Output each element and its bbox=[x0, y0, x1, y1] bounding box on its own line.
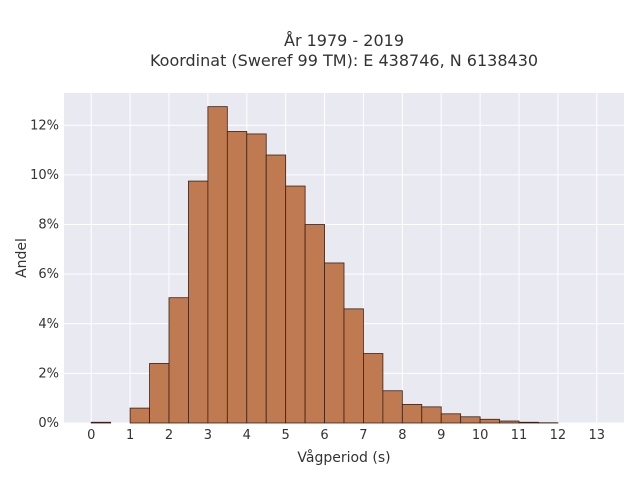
x-tick-label-5: 5 bbox=[282, 428, 290, 443]
y-tick-label-5: 10% bbox=[30, 168, 59, 183]
chart-title-line2: Koordinat (Sweref 99 TM): E 438746, N 61… bbox=[150, 51, 538, 70]
bar-16 bbox=[421, 406, 442, 424]
x-tick-label-8: 8 bbox=[398, 428, 406, 443]
bar-7 bbox=[246, 133, 267, 424]
bar-21 bbox=[518, 421, 539, 424]
bar-11 bbox=[324, 262, 345, 424]
x-tick-label-0: 0 bbox=[87, 428, 95, 443]
bar-6 bbox=[226, 131, 248, 424]
x-tick-label-10: 10 bbox=[472, 428, 489, 443]
bar-4 bbox=[188, 180, 209, 424]
bar-1 bbox=[129, 407, 150, 424]
bar-5 bbox=[207, 106, 228, 424]
bar-12 bbox=[343, 308, 364, 424]
bar-20 bbox=[499, 420, 520, 424]
bar-0 bbox=[90, 421, 112, 424]
y-tick-label-0: 0% bbox=[38, 416, 59, 431]
bar-18 bbox=[460, 416, 481, 424]
y-tick-label-2: 4% bbox=[38, 317, 59, 332]
bar-3 bbox=[168, 297, 189, 424]
y-tick-label-6: 12% bbox=[30, 118, 59, 133]
y-tick-labels: 0% 2% 4% 6% 8% 10% 12% bbox=[30, 118, 59, 431]
x-tick-label-7: 7 bbox=[359, 428, 367, 443]
bar-9 bbox=[285, 185, 306, 424]
x-tick-label-9: 9 bbox=[437, 428, 445, 443]
bar-15 bbox=[401, 403, 423, 424]
y-tick-label-4: 8% bbox=[38, 218, 59, 233]
x-tick-label-4: 4 bbox=[243, 428, 251, 443]
bar-17 bbox=[440, 413, 462, 424]
bar-14 bbox=[382, 390, 403, 424]
bar-13 bbox=[363, 353, 384, 424]
y-axis-label: Andel bbox=[14, 238, 30, 278]
chart-title-line1: År 1979 - 2019 bbox=[284, 31, 404, 50]
x-axis-label: Vågperiod (s) bbox=[297, 449, 390, 466]
x-tick-label-2: 2 bbox=[165, 428, 173, 443]
x-tick-labels: 0 1 2 3 4 5 6 7 8 9 10 11 12 13 bbox=[87, 428, 605, 443]
y-tick-label-3: 6% bbox=[38, 267, 59, 282]
x-tick-label-11: 11 bbox=[511, 428, 528, 443]
x-tick-label-3: 3 bbox=[204, 428, 212, 443]
y-tick-label-1: 2% bbox=[38, 366, 59, 381]
bars bbox=[90, 106, 559, 424]
x-tick-label-6: 6 bbox=[320, 428, 328, 443]
bar-10 bbox=[304, 224, 325, 424]
bar-8 bbox=[265, 154, 287, 424]
x-tick-label-12: 12 bbox=[550, 428, 567, 443]
bar-2 bbox=[149, 363, 170, 424]
x-tick-label-13: 13 bbox=[589, 428, 606, 443]
bar-19 bbox=[479, 418, 500, 424]
x-tick-label-1: 1 bbox=[126, 428, 134, 443]
